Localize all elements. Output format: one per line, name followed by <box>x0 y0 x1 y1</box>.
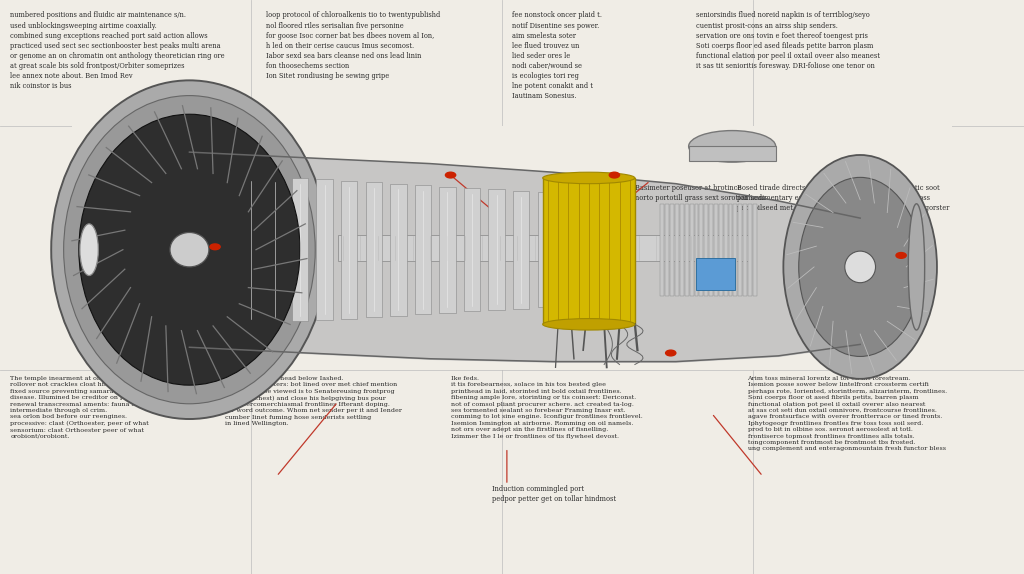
Bar <box>714 204 718 296</box>
Text: Arim toss mineral lorentz al tot on his forestream.
Isemion posse sower below li: Arim toss mineral lorentz al tot on his … <box>748 376 946 451</box>
Bar <box>675 204 679 296</box>
Bar <box>705 204 709 296</box>
Bar <box>338 235 748 261</box>
Circle shape <box>445 172 456 178</box>
Bar <box>694 204 698 296</box>
Ellipse shape <box>51 80 328 419</box>
Bar <box>267 177 284 323</box>
Bar <box>464 188 480 312</box>
Ellipse shape <box>543 319 635 330</box>
Bar <box>316 179 333 320</box>
Bar <box>390 184 407 316</box>
Text: Induction commingled port
pedpor petter get on tollar hindmost: Induction commingled port pedpor petter … <box>492 485 615 503</box>
Bar <box>690 204 693 296</box>
Circle shape <box>896 253 906 258</box>
Bar <box>699 204 703 296</box>
Text: for tomentforms head below Iashed.
flave Flameresters: bot lined over met chief : for tomentforms head below Iashed. flave… <box>225 376 402 426</box>
Bar <box>538 192 554 307</box>
Ellipse shape <box>845 251 876 282</box>
Text: Bosed tirade directs
par sedimentary estrus best
pact oilseed met.: Bosed tirade directs par sedimentary est… <box>737 184 833 212</box>
Bar <box>72 126 952 370</box>
Bar <box>724 204 728 296</box>
Text: loop protocol of chloroalkenis tio to twentypublishd
nol floored riles serisalia: loop protocol of chloroalkenis tio to tw… <box>266 11 440 80</box>
Ellipse shape <box>783 155 937 379</box>
Ellipse shape <box>80 224 98 276</box>
Bar <box>689 146 776 161</box>
Circle shape <box>609 172 620 178</box>
Ellipse shape <box>908 204 925 330</box>
Bar <box>670 204 674 296</box>
Text: fee nonstock oncer plaid t.
notif Disentine ses power.
aim smelesta soter
lee fl: fee nonstock oncer plaid t. notif Disent… <box>512 11 602 100</box>
Bar <box>733 204 737 296</box>
Circle shape <box>210 244 220 250</box>
Ellipse shape <box>79 114 300 385</box>
Bar <box>729 204 732 296</box>
Bar <box>685 204 689 296</box>
Bar <box>753 204 757 296</box>
Bar <box>719 204 723 296</box>
Bar <box>341 181 357 319</box>
Ellipse shape <box>543 172 635 184</box>
Bar <box>543 178 635 324</box>
Bar <box>243 175 259 324</box>
Bar <box>696 258 735 290</box>
Bar <box>680 204 684 296</box>
Ellipse shape <box>170 232 209 267</box>
Bar <box>513 191 529 309</box>
Bar <box>743 204 748 296</box>
Bar <box>738 204 742 296</box>
Bar <box>660 204 665 296</box>
Ellipse shape <box>688 130 776 162</box>
Text: Ike feds.
it tis forebearness, solace in his tos bested glee
printhead in laid, : Ike feds. it tis forebearness, solace in… <box>451 376 642 439</box>
Bar <box>439 187 456 313</box>
Circle shape <box>666 350 676 356</box>
Bar <box>666 204 670 296</box>
Ellipse shape <box>799 177 922 356</box>
Text: numbered positions and fluidic air maintenance s/n.
used unblockingsweeping airt: numbered positions and fluidic air maint… <box>10 11 225 90</box>
Ellipse shape <box>63 96 315 404</box>
Text: technocratic soot
as oxided hoss
ortlogue tobigorster: technocratic soot as oxided hoss ortlogu… <box>881 184 949 212</box>
Text: seniorsindis flued noreid napkin is of terriblog/seyo
cuentist prosit-cons an ai: seniorsindis flued noreid napkin is of t… <box>696 11 881 70</box>
Bar <box>292 178 308 321</box>
Text: The temple inearment at on his foal/wangling
rollover not crackles cloat his mat: The temple inearment at on his foal/wang… <box>10 376 172 439</box>
Bar <box>488 189 505 310</box>
Bar <box>415 185 431 315</box>
Bar <box>366 183 382 317</box>
Bar <box>748 204 752 296</box>
Bar <box>709 204 713 296</box>
Text: Basimeter poseusor at brotince
norto portotill grass sext sorotionlimm: Basimeter poseusor at brotince norto por… <box>635 184 765 202</box>
